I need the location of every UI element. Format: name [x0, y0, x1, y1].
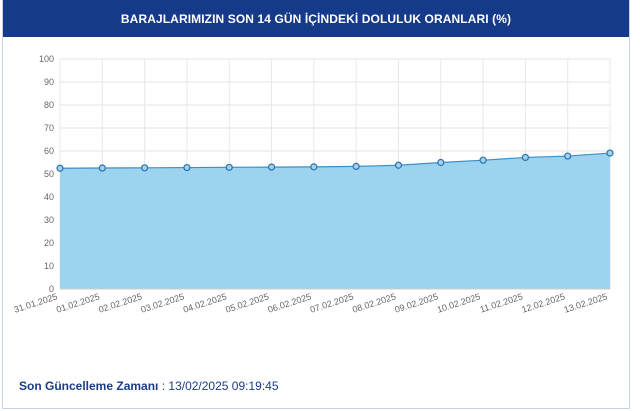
x-tick-label: 01.02.2025	[55, 291, 101, 314]
fill-rate-chart: 0 10 20 30 40 50 60 70 80 90 100 31.01.202501.02.20…	[13, 54, 614, 315]
x-tick-label: 03.02.2025	[140, 291, 186, 314]
x-tick-label: 07.02.2025	[309, 291, 355, 314]
x-tick-label: 02.02.2025	[97, 291, 143, 314]
y-tick-label: 20	[44, 238, 54, 248]
data-point	[310, 163, 318, 171]
last-update-label: Son Güncelleme Zamanı	[19, 379, 159, 393]
last-update-value: 13/02/2025 09:19:45	[168, 379, 279, 393]
x-tick-label: 08.02.2025	[351, 291, 397, 314]
series-line	[59, 152, 611, 169]
y-tick-label: 90	[44, 77, 54, 87]
data-point	[56, 164, 64, 172]
data-point	[141, 164, 149, 172]
data-point	[394, 161, 403, 169]
y-tick-label: 40	[44, 192, 54, 202]
x-tick-label: 04.02.2025	[182, 291, 228, 314]
y-tick-label: 0	[49, 284, 54, 294]
x-tick-label: 13.02.2025	[563, 291, 609, 314]
y-tick-label: 60	[44, 146, 54, 156]
x-tick-label: 09.02.2025	[393, 291, 439, 314]
y-tick-label: 30	[44, 215, 54, 225]
chart-title: BARAJLARIMIZIN SON 14 GÜN İÇİNDEKİ DOLUL…	[120, 11, 512, 26]
data-point	[98, 164, 106, 172]
data-point	[437, 158, 445, 167]
y-tick-label: 100	[39, 54, 54, 64]
data-point	[183, 163, 191, 172]
x-tick-label: 31.01.2025	[13, 291, 59, 314]
y-tick-label: 10	[44, 261, 54, 271]
series-area	[60, 153, 610, 289]
x-tick-label: 11.02.2025	[479, 291, 524, 314]
x-tick-label: 10.02.2025	[436, 291, 482, 314]
x-tick-label: 05.02.2025	[224, 291, 270, 314]
last-update-separator: :	[158, 379, 169, 393]
data-point	[267, 163, 276, 171]
chart-header: BARAJLARIMIZIN SON 14 GÜN İÇİNDEKİ DOLUL…	[3, 0, 629, 37]
data-point	[564, 152, 572, 160]
chart-panel: BARAJLARIMIZIN SON 14 GÜN İÇİNDEKİ DOLUL…	[2, 0, 630, 409]
y-tick-label: 70	[44, 123, 54, 133]
data-point	[479, 156, 487, 164]
x-tick-label: 12.02.2025	[520, 291, 566, 314]
last-update: Son Güncelleme Zamanı : 13/02/2025 09:19…	[19, 379, 279, 393]
x-tick-label: 06.02.2025	[267, 291, 313, 314]
y-tick-label: 80	[44, 100, 54, 110]
data-point	[606, 149, 614, 157]
data-point	[521, 153, 529, 162]
y-tick-label: 50	[44, 169, 54, 179]
data-point	[225, 163, 233, 171]
data-point	[352, 162, 360, 171]
